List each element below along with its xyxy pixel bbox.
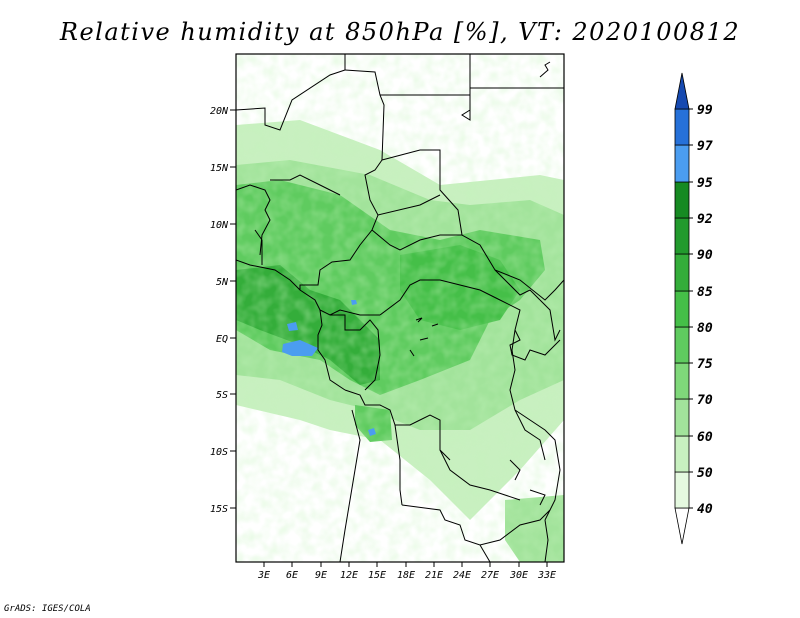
colorbar-segment: [674, 362, 690, 400]
lon-tick-label: 30E: [509, 570, 528, 581]
lon-tick-label: 9E: [315, 570, 327, 581]
colorbar-label: 90: [697, 248, 713, 263]
lat-tick-label: 10S: [210, 447, 228, 458]
lon-tick-label: 21E: [425, 570, 443, 581]
lat-tick-label: 5N: [216, 277, 229, 288]
colorbar-segment: [674, 507, 690, 545]
colorbar-label: 50: [697, 466, 713, 481]
longitude-axis: 3E 6E 9E 12E 15E 18E 21E 24E 27E 30E 33E: [257, 562, 556, 581]
colorbar-label: 60: [697, 430, 713, 445]
colorbar-segment: [674, 290, 690, 328]
lat-tick-label: EQ: [216, 334, 228, 345]
map-title: Relative humidity at 850hPa [%], VT: 202…: [59, 18, 741, 46]
colorbar-label: 97: [697, 139, 713, 154]
colorbar-segment: [674, 398, 690, 437]
colorbar-segment: [674, 435, 690, 473]
colorbar-segment: [674, 326, 690, 364]
humidity-zone-97b: [287, 322, 298, 331]
humidity-zone-97: [282, 340, 318, 356]
lon-tick-label: 6E: [286, 570, 298, 581]
colorbar-segment: [674, 471, 690, 509]
lon-tick-label: 3E: [257, 570, 270, 581]
lon-tick-label: 27E: [481, 570, 499, 581]
colorbar-label: 99: [697, 103, 713, 118]
grads-credit: GrADS: IGES/COLA: [4, 604, 91, 614]
latitude-axis: 20N 15N 10N 5N EQ 5S 10S 15S: [210, 106, 236, 515]
lat-tick-label: 15S: [210, 504, 228, 515]
lat-tick-label: 10N: [210, 220, 229, 231]
colorbar-label: 85: [697, 285, 713, 300]
colorbar-label: 75: [697, 357, 713, 372]
map-frame: [235, 53, 565, 563]
lat-tick-label: 5S: [216, 390, 228, 401]
lat-tick-label: 20N: [210, 106, 229, 117]
colorbar-segment: [674, 181, 690, 219]
colorbar: 40 50 60 70 75 80 85 90 92 95 97 99: [674, 72, 713, 545]
colorbar-segment: [674, 144, 690, 183]
colorbar-segment: [674, 253, 690, 292]
colorbar-label: 95: [697, 176, 713, 191]
lat-tick-label: 15N: [210, 163, 229, 174]
lon-tick-label: 15E: [368, 570, 386, 581]
humidity-field: [236, 54, 564, 562]
colorbar-label: 70: [697, 393, 713, 408]
lon-tick-label: 18E: [397, 570, 415, 581]
colorbar-label: 40: [697, 502, 713, 517]
lon-tick-label: 12E: [340, 570, 358, 581]
colorbar-label: 92: [697, 212, 713, 227]
humidity-zone-97d: [351, 300, 357, 305]
colorbar-segment: [674, 108, 690, 146]
colorbar-label: 80: [697, 321, 713, 336]
humidity-zone-97c: [368, 428, 376, 436]
colorbar-segment: [674, 217, 690, 255]
country-borders: [236, 54, 564, 562]
lon-tick-label: 33E: [537, 570, 556, 581]
lon-tick-label: 24E: [453, 570, 471, 581]
colorbar-segment: [674, 72, 690, 110]
